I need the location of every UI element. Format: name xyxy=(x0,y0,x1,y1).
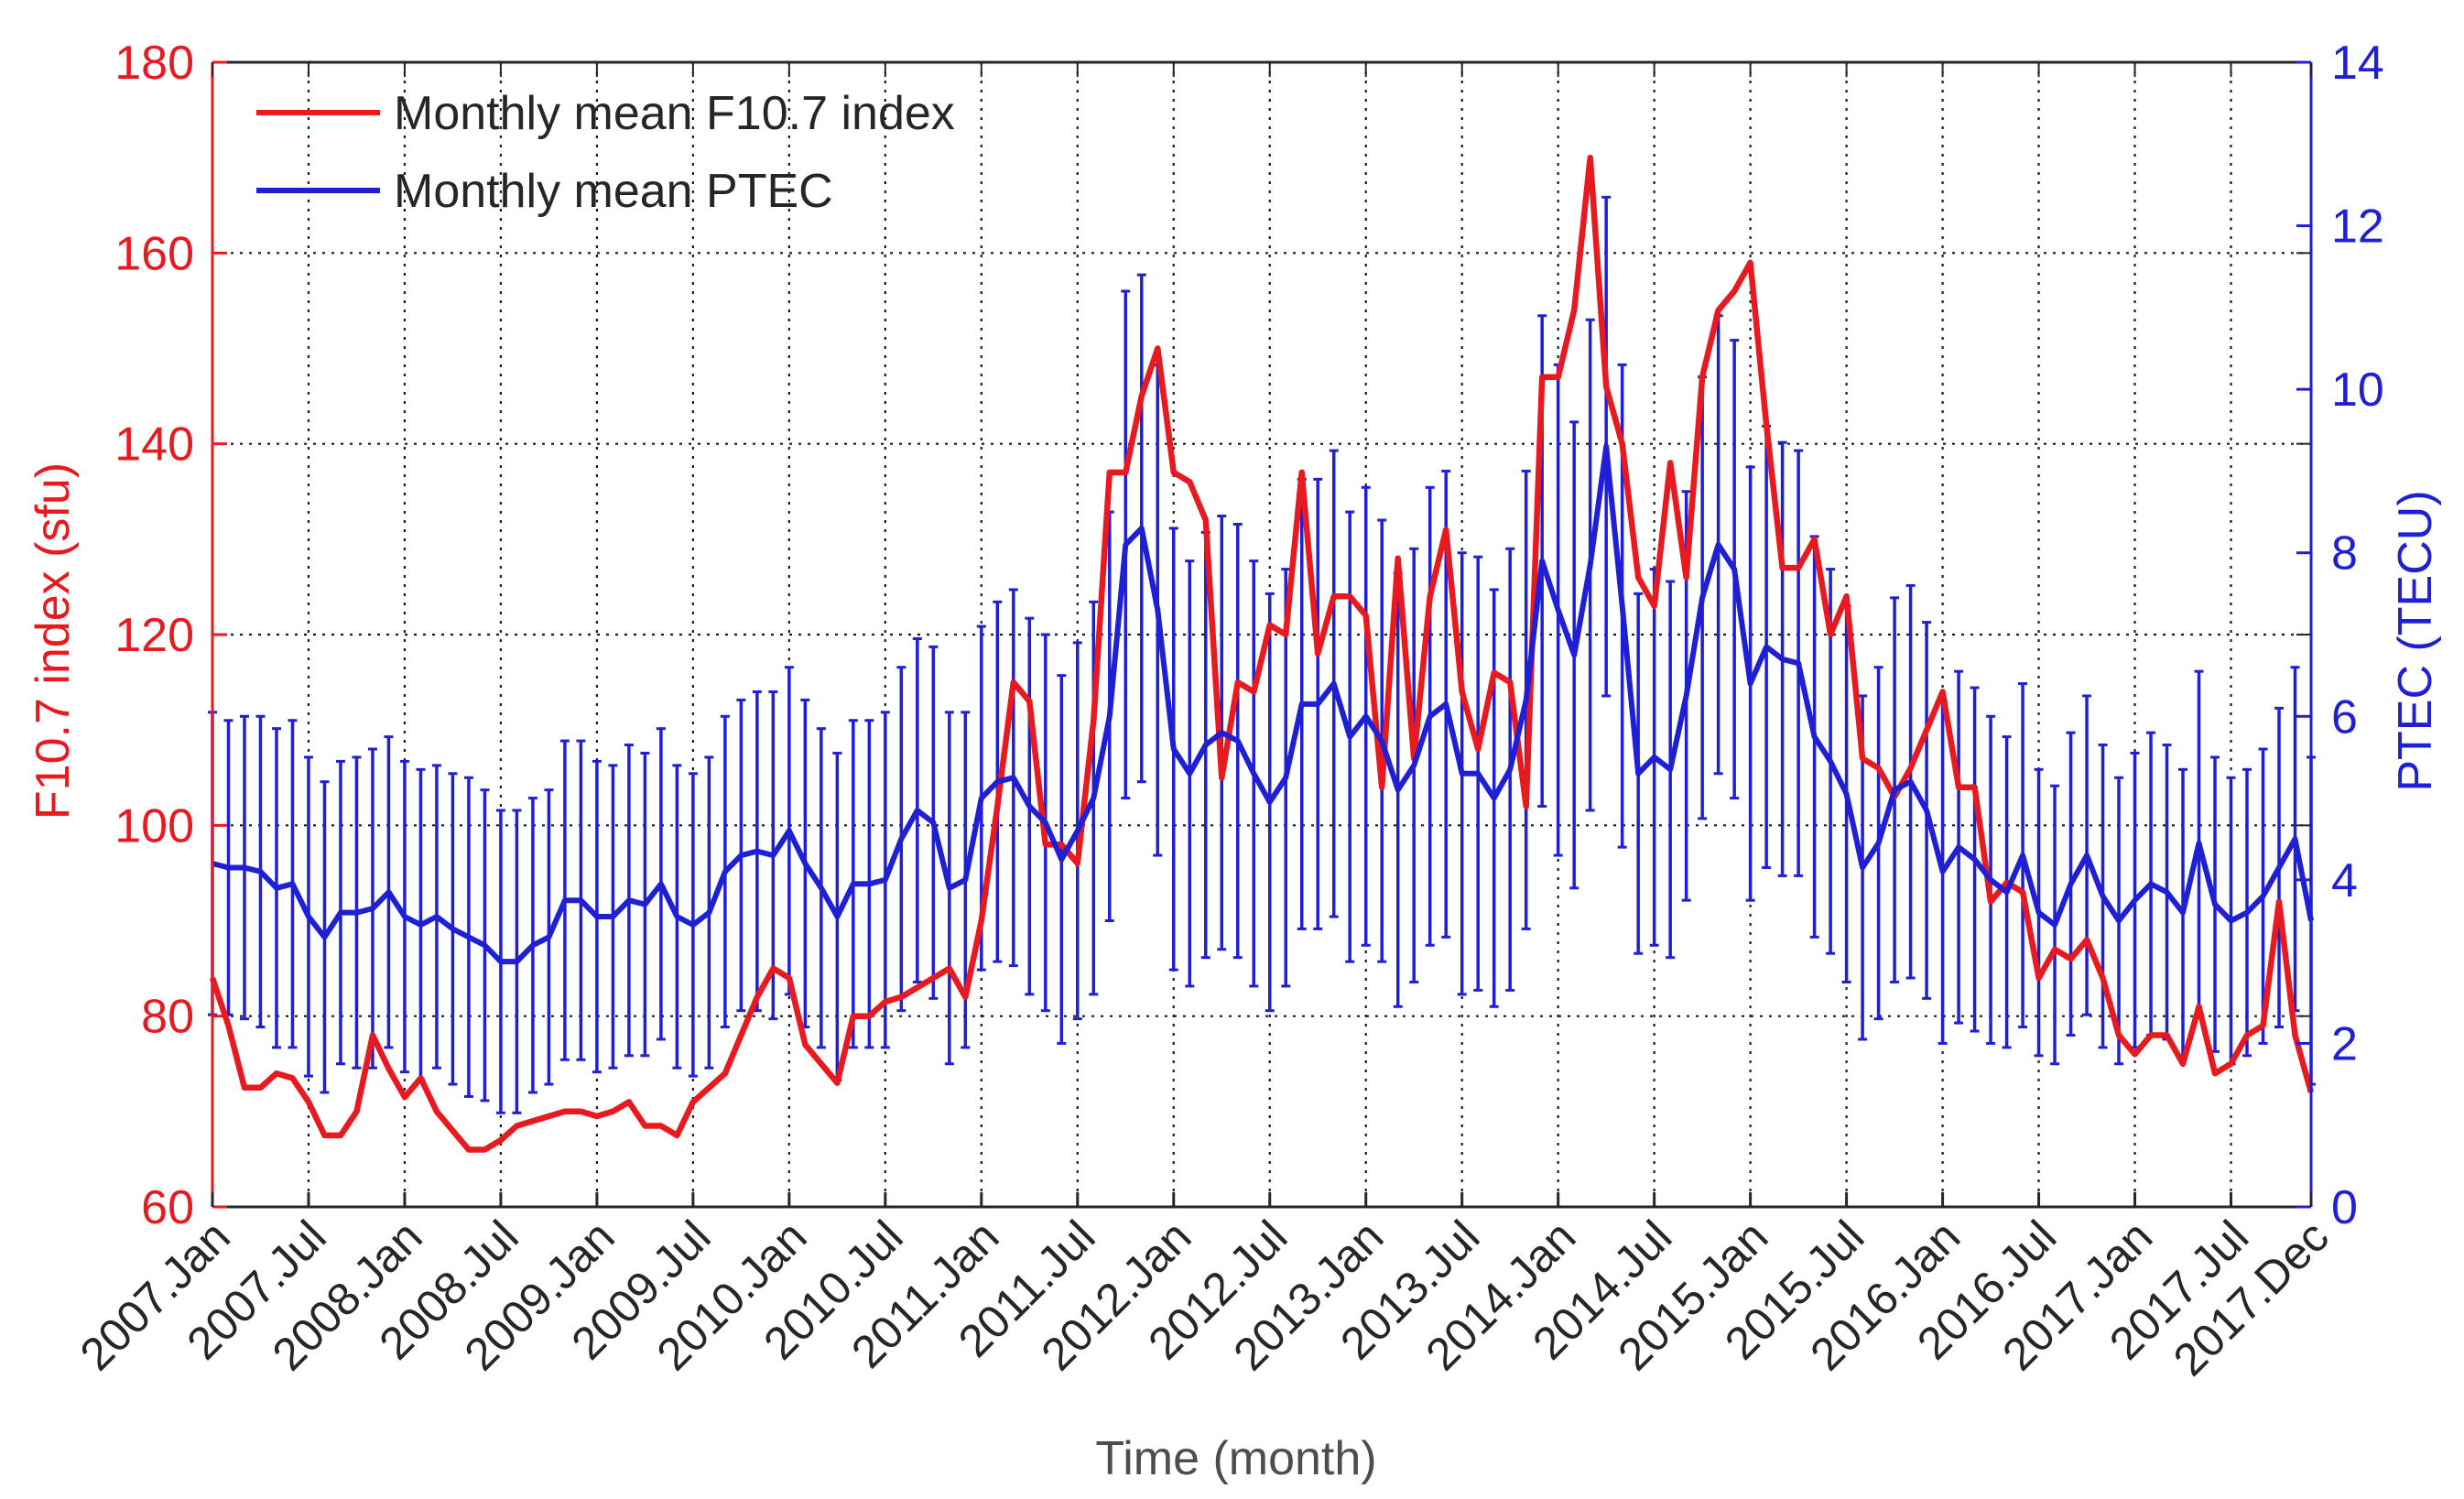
y-right-tick-label-6: 12 xyxy=(2331,201,2384,254)
y-left-tick-label-1: 80 xyxy=(141,991,194,1044)
y-left-tick-label-0: 60 xyxy=(141,1181,194,1234)
y-left-tick-label-2: 100 xyxy=(114,799,194,853)
y-right-tick-label-3: 6 xyxy=(2331,690,2358,744)
y-right-tick-label-4: 8 xyxy=(2331,527,2358,581)
y-axis-left-title: F10.7 index (sfu) xyxy=(27,462,80,820)
y-left-tick-label-5: 160 xyxy=(114,227,194,280)
y-right-tick-label-0: 0 xyxy=(2331,1181,2358,1234)
plot-area xyxy=(208,154,2316,1153)
f107-line xyxy=(209,154,2315,1153)
y-right-tick-label-2: 4 xyxy=(2331,854,2358,907)
y-right-tick-label-5: 10 xyxy=(2331,364,2384,417)
legend: Monthly mean F10.7 index Monthly mean PT… xyxy=(256,87,955,218)
y-right-tick-label-1: 2 xyxy=(2331,1017,2358,1070)
legend-label-ptec: Monthly mean PTEC xyxy=(394,165,833,218)
y-right-tick-label-7: 14 xyxy=(2331,37,2384,90)
y-left-tick-label-3: 120 xyxy=(114,609,194,662)
x-axis-title: Time (month) xyxy=(1095,1432,1376,1485)
ptec-line xyxy=(212,443,2314,965)
legend-label-f107: Monthly mean F10.7 index xyxy=(394,87,955,140)
y-axis-right-title: PTEC (TECU) xyxy=(2389,490,2442,791)
y-left-tick-label-4: 140 xyxy=(114,418,194,472)
y-left-tick-label-6: 180 xyxy=(114,37,194,90)
